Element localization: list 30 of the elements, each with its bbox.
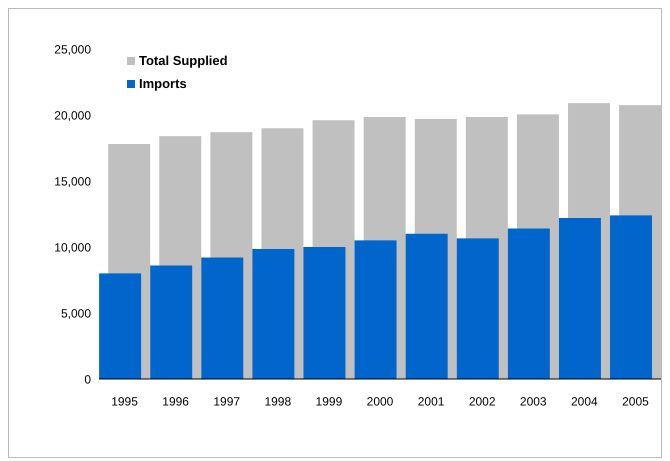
y-tick-label: 10,000 (54, 240, 92, 254)
x-tick-label: 2005 (622, 394, 650, 409)
x-tick-label: 1995 (111, 394, 138, 409)
bar (201, 258, 244, 379)
bar (354, 240, 397, 379)
y-tick-label: 25,000 (54, 42, 92, 56)
y-tick-label: 5,000 (60, 306, 92, 320)
bar (150, 265, 192, 379)
x-tick-label: 2002 (468, 394, 496, 409)
x-tick-label: 2001 (418, 394, 445, 409)
x-tick-label: 1996 (162, 394, 190, 409)
y-tick-label: 20,000 (54, 108, 92, 122)
x-tick-label: 1997 (213, 394, 240, 409)
x-tick-label: 2004 (571, 394, 598, 409)
bar (508, 228, 550, 379)
legend-label: Imports (139, 76, 187, 91)
bar (406, 234, 448, 379)
x-tick-label: 2000 (366, 394, 394, 409)
bar (252, 248, 294, 379)
x-tick-label: 1998 (264, 394, 292, 409)
x-tick-label: 2003 (520, 394, 547, 409)
bar (610, 215, 652, 379)
legend-label: Total Supplied (139, 53, 228, 68)
x-tick-label: 1999 (316, 394, 343, 409)
bar (558, 218, 601, 379)
bar (99, 273, 142, 379)
y-tick-label: 15,000 (54, 174, 92, 188)
bar (456, 238, 499, 379)
y-tick-label: 0 (84, 372, 92, 386)
bar (303, 247, 346, 379)
